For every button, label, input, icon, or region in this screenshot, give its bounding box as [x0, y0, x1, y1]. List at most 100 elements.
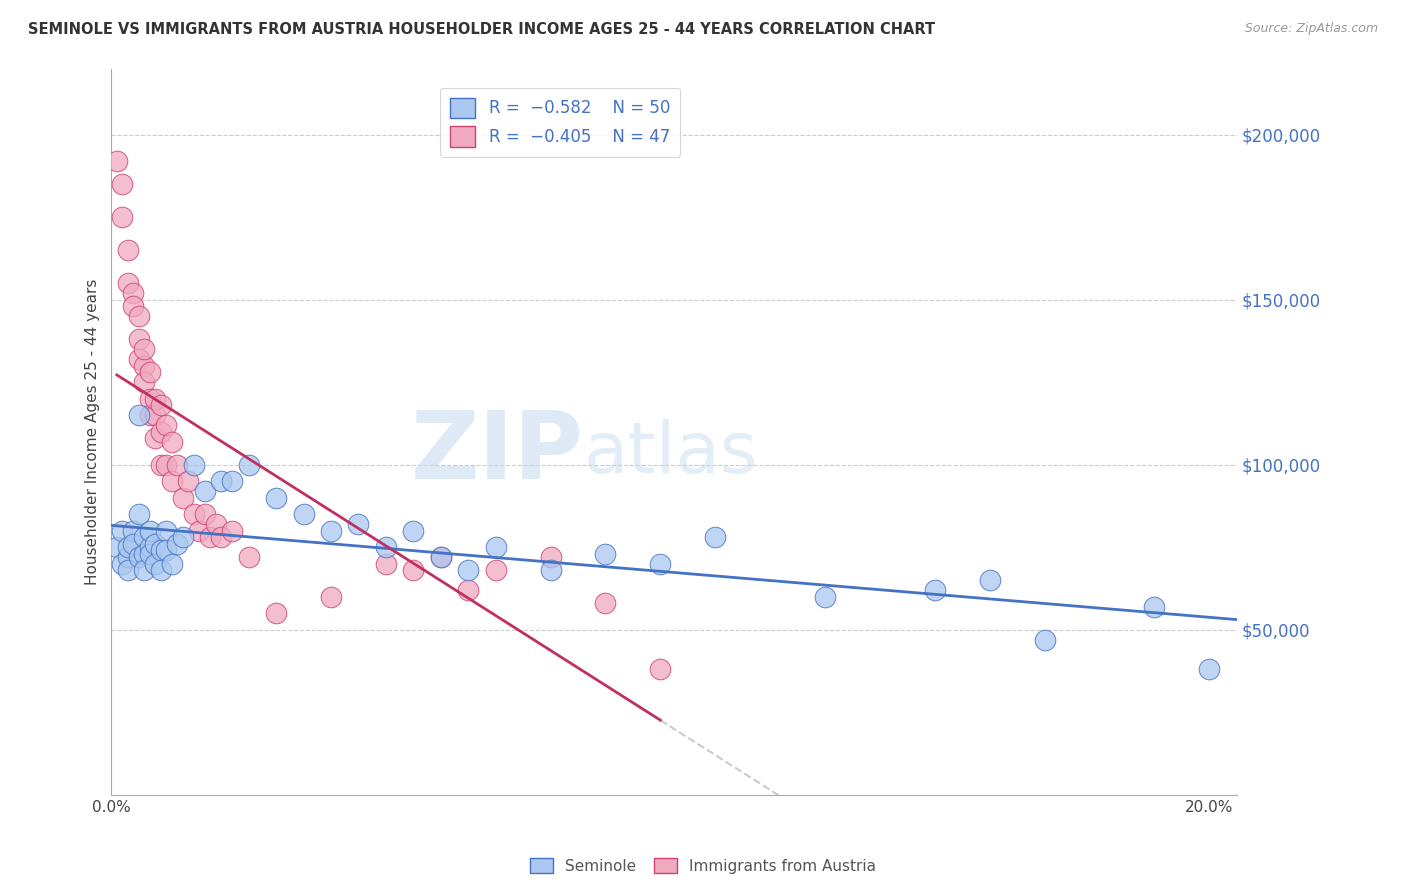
Text: Source: ZipAtlas.com: Source: ZipAtlas.com	[1244, 22, 1378, 36]
Point	[595, 547, 617, 561]
Point	[128, 549, 150, 564]
Point	[117, 540, 139, 554]
Point	[374, 557, 396, 571]
Point	[111, 524, 134, 538]
Point	[166, 537, 188, 551]
Point	[319, 524, 342, 538]
Point	[149, 458, 172, 472]
Point	[122, 285, 145, 300]
Point	[292, 507, 315, 521]
Point	[122, 299, 145, 313]
Point	[117, 276, 139, 290]
Point	[374, 540, 396, 554]
Point	[134, 530, 156, 544]
Point	[139, 540, 162, 554]
Point	[924, 582, 946, 597]
Point	[264, 491, 287, 505]
Point	[149, 543, 172, 558]
Y-axis label: Householder Income Ages 25 - 44 years: Householder Income Ages 25 - 44 years	[86, 278, 100, 585]
Point	[650, 557, 672, 571]
Point	[429, 549, 451, 564]
Point	[128, 332, 150, 346]
Point	[457, 563, 479, 577]
Point	[143, 537, 166, 551]
Point	[117, 563, 139, 577]
Point	[128, 351, 150, 366]
Point	[238, 549, 260, 564]
Point	[117, 243, 139, 257]
Point	[160, 557, 183, 571]
Point	[204, 516, 226, 531]
Point	[183, 458, 205, 472]
Point	[402, 524, 425, 538]
Point	[814, 590, 837, 604]
Point	[149, 425, 172, 439]
Point	[221, 474, 243, 488]
Point	[540, 549, 562, 564]
Point	[1198, 662, 1220, 676]
Point	[402, 563, 425, 577]
Point	[128, 408, 150, 422]
Point	[319, 590, 342, 604]
Point	[111, 557, 134, 571]
Point	[139, 365, 162, 379]
Point	[209, 530, 232, 544]
Text: ZIP: ZIP	[411, 408, 583, 500]
Point	[117, 549, 139, 564]
Point	[111, 210, 134, 224]
Point	[264, 606, 287, 620]
Point	[134, 547, 156, 561]
Point	[128, 507, 150, 521]
Point	[1143, 599, 1166, 614]
Point	[143, 431, 166, 445]
Text: atlas: atlas	[583, 419, 758, 488]
Point	[485, 563, 508, 577]
Point	[485, 540, 508, 554]
Point	[122, 537, 145, 551]
Point	[188, 524, 211, 538]
Point	[704, 530, 727, 544]
Point	[134, 359, 156, 373]
Point	[160, 474, 183, 488]
Point	[122, 524, 145, 538]
Legend: R =  −0.582    N = 50, R =  −0.405    N = 47: R = −0.582 N = 50, R = −0.405 N = 47	[440, 87, 681, 157]
Text: SEMINOLE VS IMMIGRANTS FROM AUSTRIA HOUSEHOLDER INCOME AGES 25 - 44 YEARS CORREL: SEMINOLE VS IMMIGRANTS FROM AUSTRIA HOUS…	[28, 22, 935, 37]
Point	[155, 417, 177, 432]
Point	[143, 408, 166, 422]
Point	[183, 507, 205, 521]
Point	[172, 491, 194, 505]
Point	[139, 408, 162, 422]
Legend: Seminole, Immigrants from Austria: Seminole, Immigrants from Austria	[523, 852, 883, 880]
Point	[155, 543, 177, 558]
Point	[160, 434, 183, 449]
Point	[134, 563, 156, 577]
Point	[1033, 632, 1056, 647]
Point	[172, 530, 194, 544]
Point	[540, 563, 562, 577]
Point	[139, 392, 162, 406]
Point	[238, 458, 260, 472]
Point	[139, 524, 162, 538]
Point	[111, 177, 134, 191]
Point	[134, 342, 156, 356]
Point	[155, 524, 177, 538]
Point	[149, 563, 172, 577]
Point	[177, 474, 200, 488]
Point	[457, 582, 479, 597]
Point	[149, 398, 172, 412]
Point	[200, 530, 222, 544]
Point	[134, 375, 156, 389]
Point	[166, 458, 188, 472]
Point	[209, 474, 232, 488]
Point	[221, 524, 243, 538]
Point	[139, 547, 162, 561]
Point	[650, 662, 672, 676]
Point	[194, 507, 217, 521]
Point	[143, 392, 166, 406]
Point	[595, 596, 617, 610]
Point	[128, 309, 150, 323]
Point	[105, 540, 128, 554]
Point	[105, 153, 128, 168]
Point	[979, 573, 1001, 587]
Point	[347, 516, 370, 531]
